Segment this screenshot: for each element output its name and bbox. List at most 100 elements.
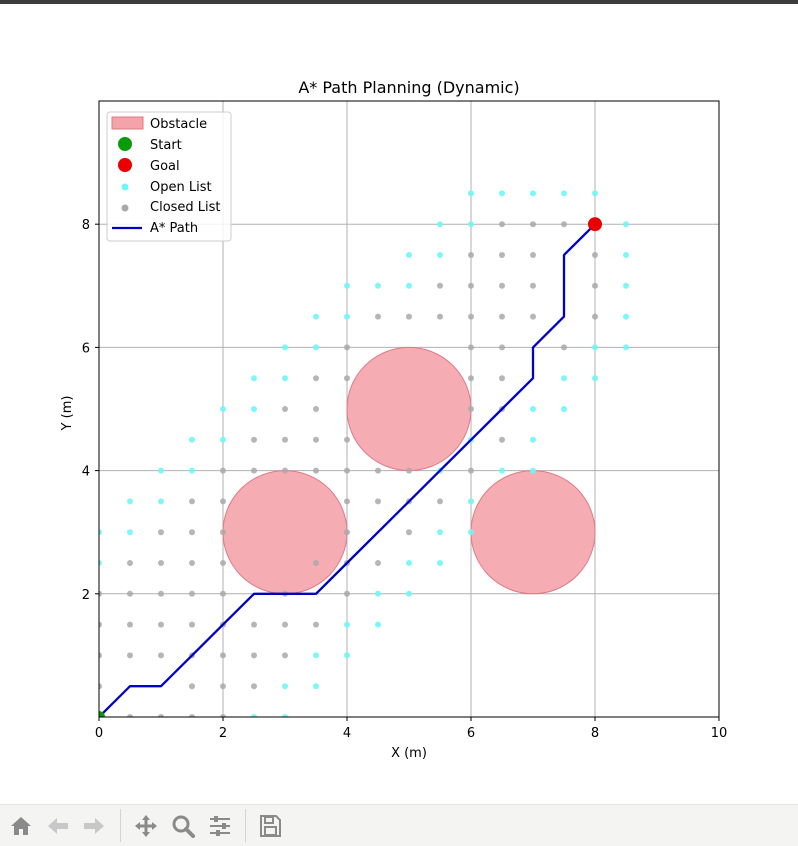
open-list-point: [344, 621, 350, 628]
closed-list-point: [530, 252, 536, 258]
save-icon[interactable]: [257, 813, 283, 839]
closed-list-point: [499, 221, 505, 228]
closed-list-point: [127, 590, 133, 597]
closed-list-point: [189, 621, 195, 628]
closed-list-point: [127, 652, 133, 659]
back-arrow-icon[interactable]: [45, 813, 71, 839]
open-list-point: [468, 190, 474, 197]
start-goal-markers: [99, 217, 602, 717]
legend-goal-label: Goal: [150, 159, 180, 174]
open-list-point: [530, 190, 536, 197]
open-list-point: [189, 436, 195, 443]
closed-list-point: [406, 467, 412, 474]
open-list-point: [99, 529, 102, 536]
open-list-point: [220, 406, 226, 412]
closed-list-point: [468, 344, 474, 351]
legend: Obstacle Start Goal Open List Closed Lis…: [106, 111, 232, 242]
open-list-point: [406, 560, 412, 566]
open-list-point: [592, 375, 598, 382]
closed-list-point: [375, 560, 381, 566]
closed-list-point: [127, 621, 133, 628]
closed-list-point: [251, 621, 257, 628]
legend-goal-marker: [118, 158, 132, 172]
toolbar-separator: [245, 809, 246, 842]
open-list-point: [561, 406, 567, 412]
closed-list-point: [189, 590, 195, 597]
closed-list-point: [158, 529, 164, 536]
open-list-point: [623, 313, 629, 320]
closed-list-point: [127, 714, 133, 717]
closed-list-point: [437, 313, 443, 320]
x-tick-label: 2: [219, 726, 227, 741]
open-list-point: [623, 344, 629, 351]
closed-list-point: [499, 344, 505, 351]
open-list-point: [251, 375, 257, 382]
closed-list-point: [592, 313, 598, 320]
open-list-point: [437, 529, 443, 536]
closed-list-point: [282, 652, 288, 659]
open-list-point: [499, 190, 505, 197]
configure-subplots-icon[interactable]: [207, 813, 233, 839]
navigation-toolbar: [0, 804, 798, 846]
open-list-point: [623, 252, 629, 258]
closed-list-point: [313, 406, 319, 412]
open-list-point: [561, 190, 567, 197]
open-list-point: [406, 590, 412, 597]
closed-list-point: [375, 313, 381, 320]
zoom-icon[interactable]: [170, 813, 196, 839]
open-list-point: [158, 467, 164, 474]
closed-list-point: [220, 652, 226, 659]
closed-list-point: [437, 282, 443, 289]
axis-ticks: 0 2 4 6 8 10 2 4 6 8: [82, 218, 728, 741]
closed-list-point: [344, 498, 350, 505]
x-axis-label: X (m): [391, 746, 427, 761]
closed-list-point: [158, 590, 164, 597]
closed-list-point: [313, 621, 319, 628]
open-list-point: [158, 498, 164, 505]
closed-list-point: [468, 375, 474, 382]
closed-list-point: [189, 683, 195, 690]
legend-box: [106, 111, 232, 242]
closed-list-point: [344, 436, 350, 443]
open-list-point: [282, 375, 288, 382]
open-list-point: [251, 714, 257, 717]
closed-list-point: [220, 560, 226, 566]
closed-list-point: [561, 221, 567, 228]
closed-list-point: [468, 282, 474, 289]
closed-list-point: [313, 560, 319, 566]
home-icon[interactable]: [8, 813, 34, 839]
open-list-point: [344, 652, 350, 659]
closed-list-point: [158, 714, 164, 717]
closed-list-point: [313, 467, 319, 474]
closed-list-point: [437, 498, 443, 505]
closed-list-point: [530, 313, 536, 320]
open-list-point: [592, 344, 598, 351]
closed-list-point: [344, 590, 350, 597]
y-tick-label: 2: [82, 588, 90, 603]
closed-list-point: [530, 221, 536, 228]
closed-list-point: [282, 621, 288, 628]
pan-icon[interactable]: [133, 813, 159, 839]
open-list-point: [468, 498, 474, 505]
closed-list-point: [592, 282, 598, 289]
open-list-point: [530, 436, 536, 443]
legend-path-label: A* Path: [150, 221, 198, 236]
window-top-bar: [0, 0, 798, 4]
closed-list-point: [99, 652, 102, 659]
closed-list-point: [189, 560, 195, 566]
y-tick-label: 6: [82, 341, 90, 356]
open-list-point: [282, 714, 288, 717]
obstacle-circle: [470, 470, 596, 595]
start-marker: [99, 711, 105, 717]
open-list-point: [375, 282, 381, 289]
closed-list-point: [499, 313, 505, 320]
open-list-point: [437, 560, 443, 566]
closed-list-point: [499, 375, 505, 382]
closed-list-point: [313, 436, 319, 443]
forward-arrow-icon[interactable]: [81, 813, 107, 839]
open-list-point: [592, 190, 598, 197]
closed-list-point: [344, 344, 350, 351]
open-list-point: [99, 560, 102, 566]
open-list-point: [406, 282, 412, 289]
open-list-point: [344, 282, 350, 289]
